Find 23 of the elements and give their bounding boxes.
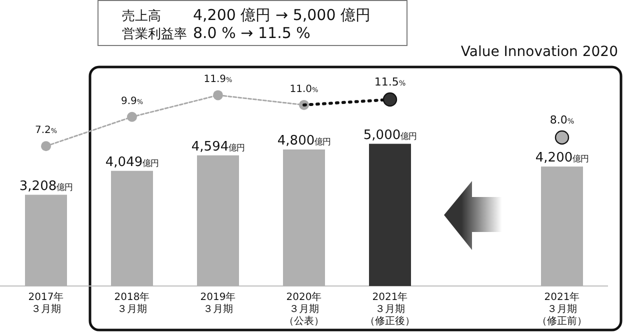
point [127,112,137,122]
x-tick-label: 2019年３月期 [200,291,236,315]
x-tick-label: 2018年３月期 [114,291,150,315]
text: 売上高 [122,8,161,24]
x-tick-label: 2020年３月期（公表） [284,291,324,327]
point [213,90,223,100]
x-tick-label: 2021年３月期（修正後） [365,291,415,327]
bar [369,144,411,286]
data-label: 3,208億円 [19,178,73,194]
text: 営業利益率 [122,26,187,42]
x-tick-label: 2021年３月期（修正前） [537,291,587,327]
x-tick-label: 2017年３月期 [28,291,64,315]
text: 4,200 億円 → 5,000 億円 [193,6,371,24]
data-label: 4,594億円 [191,139,245,154]
text: 8.0 % → 11.5 % [193,24,310,42]
point [554,130,570,145]
point [41,141,51,152]
data-label: 5,000億円 [363,128,417,143]
text: Value Innovation 2020 [460,44,618,60]
data-label: 4,200億円 [535,150,589,166]
data-label: 4,049億円 [105,154,159,170]
point [382,92,398,107]
data-label: 4,800億円 [277,133,331,148]
